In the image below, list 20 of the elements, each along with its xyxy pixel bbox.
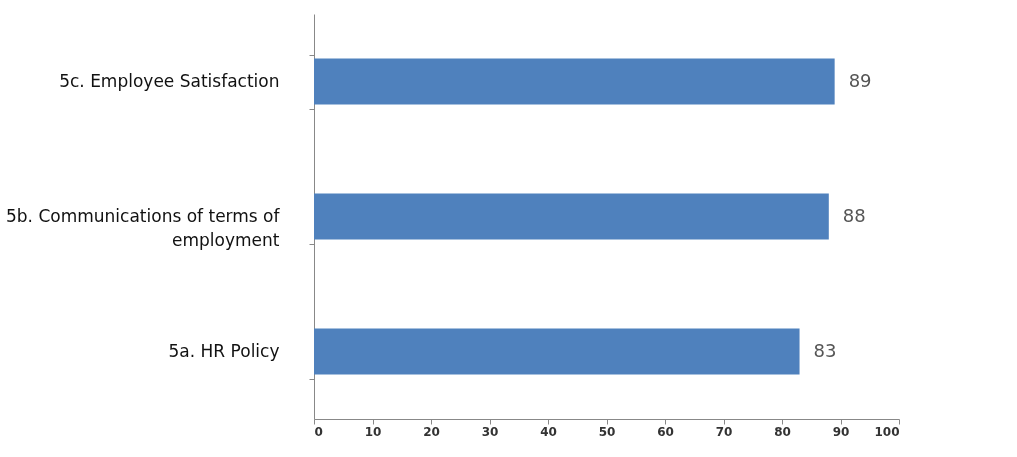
bar	[314, 193, 829, 240]
data-label: 89	[848, 69, 872, 91]
bar	[314, 58, 835, 105]
data-label: 83	[813, 339, 837, 361]
x-tick-label: 40	[540, 424, 557, 439]
y-tick-label: 5b. Communications of terms of employment	[6, 206, 281, 250]
y-tick-label: 5a. HR Policy	[168, 341, 280, 361]
x-tick-label: 0	[314, 424, 323, 439]
x-tick-label: 90	[832, 424, 850, 439]
x-tick-label: 100	[874, 424, 900, 439]
bar	[314, 328, 800, 375]
y-tick-label: 5c. Employee Satisfaction	[59, 71, 280, 91]
x-tick-label: 10	[364, 424, 382, 439]
x-tick-label: 80	[774, 424, 791, 439]
data-label: 88	[842, 204, 866, 226]
x-tick-label: 30	[481, 424, 499, 439]
x-tick-label: 60	[657, 424, 674, 439]
x-tick-label: 50	[598, 424, 616, 439]
x-tick-label: 70	[715, 424, 733, 439]
x-tick-label: 20	[423, 424, 440, 439]
